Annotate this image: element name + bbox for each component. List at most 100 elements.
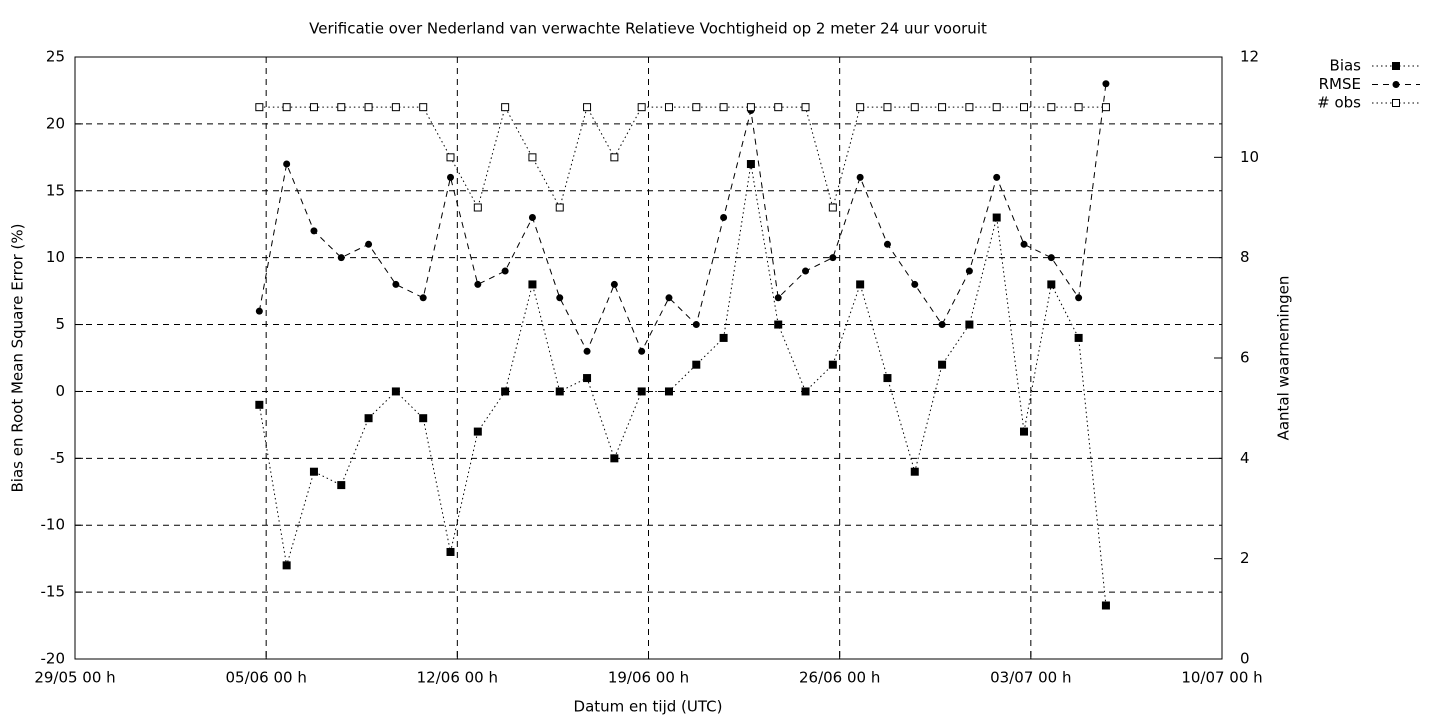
data-point [610, 153, 619, 162]
data-point [637, 387, 646, 396]
data-point [719, 103, 728, 112]
data-point [1101, 103, 1110, 112]
data-point [364, 414, 373, 423]
data-point [1101, 601, 1110, 610]
data-point [965, 267, 973, 275]
data-point [801, 103, 810, 112]
data-point [556, 294, 564, 302]
chart-title: Verificatie over Nederland van verwachte… [309, 20, 987, 38]
data-point [1074, 103, 1083, 112]
data-point [473, 427, 482, 436]
data-point [419, 414, 428, 423]
data-point [446, 153, 455, 162]
series-line [258, 83, 1107, 353]
data-point [528, 214, 536, 222]
data-point [391, 387, 400, 396]
data-point [610, 454, 619, 463]
data-point [583, 374, 592, 383]
data-point [992, 213, 1001, 222]
data-point [883, 240, 891, 248]
y-axis-label: Bias en Root Mean Square Error (%) [9, 224, 27, 493]
data-point [774, 294, 782, 302]
y-tick-label: 0 [55, 382, 65, 400]
y2-tick-label: 12 [1240, 48, 1259, 66]
data-point [419, 103, 428, 112]
data-point [746, 160, 755, 169]
data-point [1102, 80, 1110, 88]
data-point [1075, 294, 1083, 302]
data-point [610, 280, 618, 288]
data-point [965, 320, 974, 329]
data-point [883, 374, 892, 383]
data-point [774, 103, 783, 112]
data-point [392, 280, 400, 288]
data-point [856, 103, 865, 112]
y2-tick-label: 4 [1240, 449, 1250, 467]
data-point [802, 267, 810, 275]
data-point [637, 103, 646, 112]
data-point [664, 103, 673, 112]
data-point [282, 103, 291, 112]
data-point [337, 103, 346, 112]
data-point [910, 467, 919, 476]
y2-axis-label: Aantal waarnemingen [1275, 276, 1293, 441]
data-point [555, 387, 564, 396]
legend-label: Bias [1330, 57, 1362, 75]
data-point [1020, 427, 1029, 436]
data-point [801, 387, 810, 396]
x-tick-label: 19/06 00 h [608, 669, 689, 687]
data-point [692, 103, 701, 112]
data-point [665, 294, 673, 302]
data-point [309, 467, 318, 476]
data-point [473, 203, 482, 212]
data-point [719, 333, 728, 342]
data-point [910, 103, 919, 112]
data-point [911, 280, 919, 288]
x-tick-label: 05/06 00 h [225, 669, 306, 687]
plot-frame [74, 56, 1223, 660]
data-point [829, 254, 837, 262]
y2-tick-label: 8 [1240, 248, 1250, 266]
data-point [583, 347, 591, 355]
data-point [856, 173, 864, 181]
data-point [828, 360, 837, 369]
series-line [259, 105, 1106, 210]
data-point [1020, 240, 1028, 248]
y2-tick-label: 0 [1240, 650, 1250, 668]
data-point [255, 103, 264, 112]
data-point [501, 103, 510, 112]
legend-label: RMSE [1319, 75, 1361, 93]
data-point [938, 360, 947, 369]
data-point [992, 103, 1001, 112]
y-tick-label: -5 [50, 449, 65, 467]
data-point [255, 400, 264, 409]
y-tick-label: 20 [46, 114, 65, 132]
y2-tick-label: 10 [1240, 148, 1259, 166]
y-tick-label: 25 [46, 48, 65, 66]
data-point [638, 347, 646, 355]
data-point [938, 321, 946, 329]
data-point [965, 103, 974, 112]
data-point [746, 103, 755, 112]
data-point [993, 173, 1001, 181]
data-point [720, 214, 728, 222]
x-tick-label: 10/07 00 h [1181, 669, 1262, 687]
y-tick-label: -10 [41, 516, 66, 534]
y-tick-label: -20 [41, 650, 66, 668]
x-tick-label: 26/06 00 h [799, 669, 880, 687]
data-point [528, 280, 537, 289]
data-point [446, 547, 455, 556]
y-tick-label: 5 [55, 315, 65, 333]
data-point [883, 103, 892, 112]
x-axis-label: Datum en tijd (UTC) [574, 698, 723, 716]
data-point [391, 103, 400, 112]
x-tick-label: 29/05 00 h [34, 669, 115, 687]
legend-marker [1392, 62, 1400, 70]
data-point [501, 387, 510, 396]
data-point [555, 203, 564, 212]
data-point [856, 280, 865, 289]
data-point [282, 561, 291, 570]
data-point [364, 103, 373, 112]
data-point [255, 307, 263, 315]
